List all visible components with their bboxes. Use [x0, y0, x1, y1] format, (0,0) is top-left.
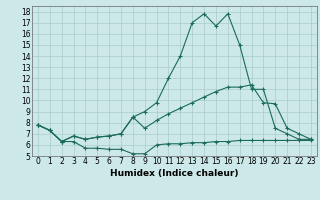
- X-axis label: Humidex (Indice chaleur): Humidex (Indice chaleur): [110, 169, 239, 178]
